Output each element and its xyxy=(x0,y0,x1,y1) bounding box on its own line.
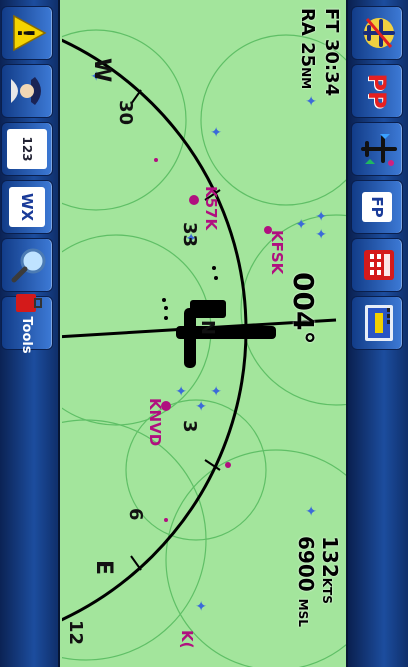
airspace-circles xyxy=(62,29,346,667)
flight-plan-button[interactable]: FP xyxy=(351,180,403,234)
top-toolbar: PP FP xyxy=(346,0,408,667)
calculator-button[interactable] xyxy=(351,238,403,292)
svg-text:✦: ✦ xyxy=(182,232,198,244)
speed-value: 132 xyxy=(318,536,342,578)
svg-text:✦: ✦ xyxy=(312,210,328,222)
svg-text:✦: ✦ xyxy=(302,505,318,517)
track-readout: 004° xyxy=(287,272,320,345)
map-canvas: ✦ ✦ ✦ ✦ ✦ ✦ ✦ ✦ ✦ ✦ ✦ ✦ xyxy=(62,0,346,667)
svg-text:✦: ✦ xyxy=(172,385,188,397)
speed-readout: 132KTS xyxy=(318,536,342,604)
svg-text:✦: ✦ xyxy=(292,218,308,230)
ft-label: FT xyxy=(321,8,342,33)
altitude-unit: MSL xyxy=(296,598,310,627)
search-button[interactable] xyxy=(1,238,53,292)
compass-n: N xyxy=(197,320,218,336)
panel-gauge-icon xyxy=(355,303,399,343)
layers-button[interactable]: 123 xyxy=(1,122,53,176)
compass-6: 6 xyxy=(125,508,146,521)
pp-button[interactable]: PP xyxy=(351,64,403,118)
route-airplane-button[interactable] xyxy=(351,6,403,60)
route-airplane-icon xyxy=(355,13,399,53)
tools-button[interactable]: Tools xyxy=(1,294,53,354)
alert-icon: ! xyxy=(5,13,49,53)
compass-3: 3 xyxy=(179,420,200,433)
ra-unit: NM xyxy=(299,67,313,90)
compass-e: E xyxy=(91,560,116,576)
airport-knvd[interactable]: KNVD xyxy=(146,398,164,447)
panel-button[interactable] xyxy=(351,296,403,350)
tools-label: Tools xyxy=(19,316,35,354)
layers-icon: 123 xyxy=(7,129,47,169)
ra-value: 25 xyxy=(297,42,318,68)
toolbox-icon xyxy=(10,292,44,314)
ra-label: RA xyxy=(297,8,318,36)
compass-12: 12 xyxy=(65,620,86,646)
altitude-value: 6900 xyxy=(294,536,318,592)
traffic-airplane-icon xyxy=(355,129,399,169)
moving-map[interactable]: ✦ ✦ ✦ ✦ ✦ ✦ ✦ ✦ ✦ ✦ ✦ ✦ xyxy=(62,0,346,667)
weather-label: WX xyxy=(18,192,36,222)
svg-text:✦: ✦ xyxy=(192,400,208,412)
svg-text:!: ! xyxy=(12,28,37,38)
compass-30: 30 xyxy=(115,100,136,126)
weather-button[interactable]: WX xyxy=(1,180,53,234)
layers-label: 123 xyxy=(20,136,34,162)
airport-kfsk[interactable]: KFSK xyxy=(268,230,286,275)
alert-button[interactable]: ! xyxy=(1,6,53,60)
airport-markers xyxy=(154,158,272,522)
search-icon xyxy=(5,245,49,285)
pilot-button[interactable] xyxy=(1,64,53,118)
airport-k57k[interactable]: K57K xyxy=(202,186,220,231)
waypoint-symbols: ✦ ✦ ✦ ✦ ✦ ✦ ✦ ✦ ✦ ✦ ✦ ✦ xyxy=(87,70,328,612)
bottom-toolbar: ! 123 WX Tools xyxy=(0,0,60,667)
calculator-icon xyxy=(357,247,397,283)
flight-time-readout: FT 30:34 xyxy=(321,8,342,96)
svg-text:✦: ✦ xyxy=(87,70,103,82)
compass-w: W xyxy=(89,58,114,83)
compass-33: 33 xyxy=(179,222,200,248)
svg-text:✦: ✦ xyxy=(207,385,223,397)
range-readout: RA 25NM xyxy=(297,8,318,89)
altitude-readout: 6900 MSL xyxy=(294,536,318,627)
speed-unit: KTS xyxy=(320,577,334,604)
ft-value: 30:34 xyxy=(321,38,342,97)
svg-text:✦: ✦ xyxy=(192,600,208,612)
pilot-icon xyxy=(5,71,49,111)
airport-k-partial[interactable]: K( xyxy=(178,630,196,649)
svg-text:✦: ✦ xyxy=(302,95,318,107)
ownship-airplane-icon xyxy=(162,266,276,368)
svg-text:✦: ✦ xyxy=(312,228,328,240)
svg-text:✦: ✦ xyxy=(207,126,223,138)
course-line xyxy=(62,318,337,342)
flight-plan-label: FP xyxy=(362,192,392,222)
traffic-button[interactable] xyxy=(351,122,403,176)
weather-icon: WX xyxy=(9,187,45,227)
pp-button-label: PP xyxy=(363,73,391,109)
